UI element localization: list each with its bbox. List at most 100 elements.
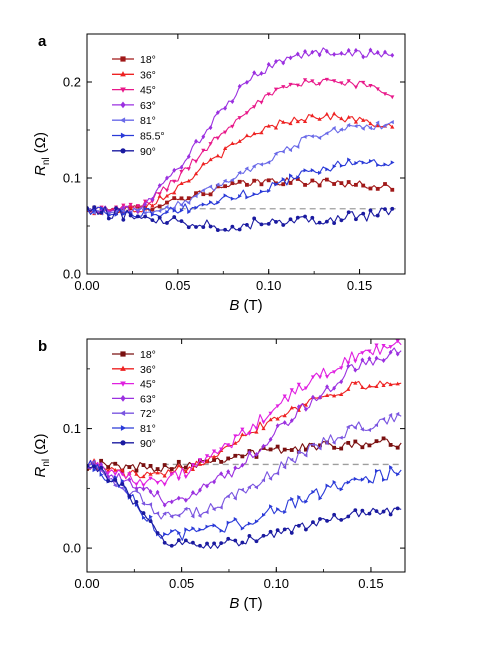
data-point xyxy=(237,116,242,120)
data-point xyxy=(155,511,160,516)
data-point xyxy=(390,206,395,211)
data-point xyxy=(106,471,111,476)
data-point xyxy=(382,123,387,128)
data-point xyxy=(290,496,295,502)
data-point xyxy=(120,472,125,477)
data-point xyxy=(157,204,162,209)
legend-label: 18° xyxy=(140,349,156,361)
data-point xyxy=(254,519,259,524)
data-point xyxy=(254,429,259,434)
data-point xyxy=(170,529,175,534)
data-point xyxy=(127,465,132,469)
data-point xyxy=(194,138,198,144)
data-point xyxy=(134,500,139,504)
x-tick-label: 0.15 xyxy=(358,576,383,591)
y-tick-label: 0.2 xyxy=(63,75,81,90)
data-point xyxy=(215,110,220,116)
data-point xyxy=(360,357,365,363)
x-axis-title-unit: (T) xyxy=(239,297,262,314)
data-point xyxy=(382,92,388,97)
legend-item: 36° xyxy=(112,69,156,81)
data-point xyxy=(396,472,400,477)
data-point xyxy=(127,472,132,477)
data-point xyxy=(360,427,364,432)
data-point xyxy=(310,134,314,139)
y-axis-title-subscript: nl xyxy=(41,459,52,467)
data-point xyxy=(179,196,184,201)
data-point xyxy=(157,183,162,189)
data-point xyxy=(176,477,181,482)
data-point xyxy=(288,217,293,222)
data-point xyxy=(381,509,386,514)
y-axis-title-symbol: R xyxy=(32,165,49,176)
data-point xyxy=(191,540,195,545)
data-point xyxy=(205,541,209,546)
data-point xyxy=(141,501,146,506)
data-point xyxy=(367,427,371,433)
data-point xyxy=(353,367,358,373)
data-point xyxy=(223,105,228,111)
data-point xyxy=(383,162,388,167)
data-point xyxy=(374,384,379,389)
legend-label: 81° xyxy=(140,115,156,127)
data-point xyxy=(135,204,140,208)
data-point xyxy=(267,188,271,194)
data-point xyxy=(162,473,167,478)
data-point xyxy=(261,533,266,538)
data-point xyxy=(311,520,315,525)
data-point xyxy=(237,83,242,89)
data-point xyxy=(353,85,359,90)
data-point xyxy=(222,178,227,183)
panel-label: a xyxy=(38,33,47,50)
data-point xyxy=(259,100,264,105)
data-point xyxy=(273,151,278,156)
data-point xyxy=(240,454,245,459)
data-point xyxy=(134,468,139,473)
data-point xyxy=(289,405,294,410)
data-point xyxy=(184,527,189,532)
data-point xyxy=(282,394,287,399)
data-point xyxy=(205,483,209,489)
data-point xyxy=(244,166,249,171)
data-point xyxy=(261,420,266,425)
data-point xyxy=(325,384,329,390)
data-point xyxy=(296,382,301,387)
data-point xyxy=(254,485,258,490)
data-point xyxy=(162,540,167,545)
data-point xyxy=(281,177,286,182)
data-point xyxy=(226,469,231,475)
data-point xyxy=(276,507,280,512)
data-point xyxy=(325,518,329,523)
y-axis-title: Rnl (Ω) xyxy=(32,132,52,176)
data-point xyxy=(259,189,264,194)
data-point xyxy=(318,517,322,521)
data-point xyxy=(120,486,124,491)
data-point xyxy=(332,221,337,226)
data-point xyxy=(381,383,386,388)
data-point xyxy=(288,147,293,153)
data-point xyxy=(374,422,379,428)
data-point xyxy=(324,131,329,136)
series-90° xyxy=(87,205,395,232)
data-point xyxy=(91,459,96,464)
data-point xyxy=(219,471,224,477)
data-point xyxy=(261,478,266,483)
data-point xyxy=(297,494,302,500)
data-point xyxy=(374,439,379,444)
data-point xyxy=(268,476,273,481)
legend-marker xyxy=(120,101,126,109)
data-point xyxy=(332,445,337,450)
data-point xyxy=(266,123,271,128)
data-point xyxy=(390,124,395,129)
data-point xyxy=(331,440,336,445)
legend-marker xyxy=(120,425,127,431)
data-point xyxy=(274,182,279,187)
legend-marker xyxy=(120,56,126,62)
data-point xyxy=(283,509,287,515)
data-point xyxy=(162,511,167,516)
legend-item: 36° xyxy=(112,364,156,376)
data-point xyxy=(317,135,322,140)
data-point xyxy=(324,375,330,379)
data-point xyxy=(395,381,400,386)
